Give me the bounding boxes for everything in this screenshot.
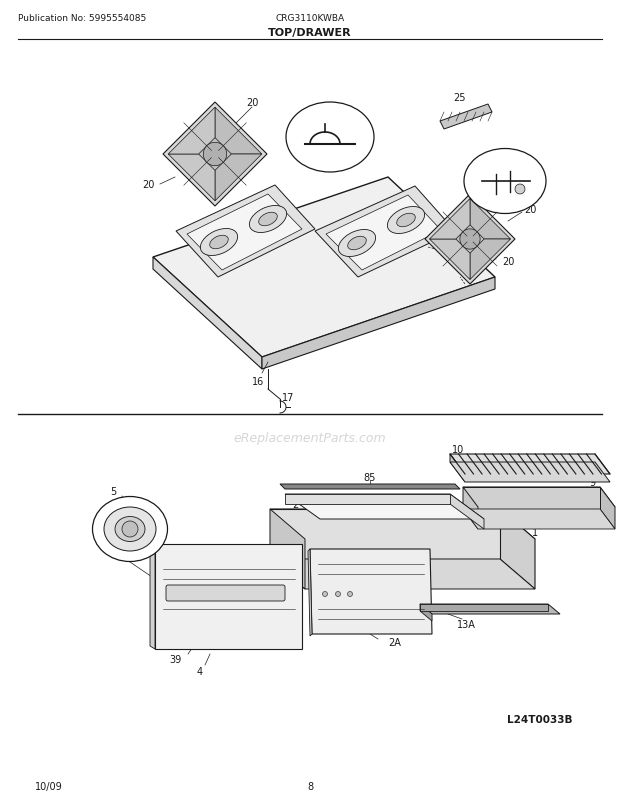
Polygon shape (463, 488, 615, 508)
Polygon shape (270, 559, 535, 589)
Ellipse shape (339, 230, 376, 257)
Polygon shape (500, 509, 535, 589)
Text: 17: 17 (282, 392, 294, 403)
Ellipse shape (464, 149, 546, 214)
Text: 20: 20 (246, 98, 258, 107)
Polygon shape (450, 220, 490, 260)
Text: 20: 20 (502, 257, 514, 267)
Text: 5: 5 (110, 486, 116, 496)
Polygon shape (425, 195, 515, 285)
Text: 25: 25 (454, 93, 466, 103)
Polygon shape (430, 240, 470, 280)
Polygon shape (450, 494, 484, 529)
Circle shape (122, 521, 138, 537)
Polygon shape (270, 509, 535, 539)
Text: 4: 4 (197, 666, 203, 676)
Text: 39: 39 (169, 654, 181, 664)
Text: 85: 85 (364, 472, 376, 482)
Polygon shape (308, 549, 312, 636)
Polygon shape (192, 132, 239, 178)
Ellipse shape (104, 508, 156, 551)
Polygon shape (450, 455, 465, 482)
Polygon shape (270, 509, 500, 559)
Polygon shape (280, 484, 460, 489)
Text: eReplacementParts.com: eReplacementParts.com (234, 431, 386, 444)
Ellipse shape (286, 103, 374, 172)
Text: 2A: 2A (389, 638, 401, 647)
Text: 16: 16 (252, 376, 264, 387)
Circle shape (347, 592, 353, 597)
Polygon shape (285, 494, 484, 520)
Ellipse shape (115, 516, 145, 542)
Polygon shape (163, 103, 267, 207)
Circle shape (515, 184, 525, 195)
Ellipse shape (200, 229, 237, 256)
Circle shape (460, 229, 480, 249)
Ellipse shape (249, 206, 286, 233)
Polygon shape (473, 492, 604, 504)
Polygon shape (600, 488, 615, 529)
Polygon shape (315, 187, 455, 277)
Polygon shape (420, 604, 548, 611)
Polygon shape (450, 463, 610, 482)
Polygon shape (176, 186, 315, 277)
Ellipse shape (348, 237, 366, 250)
Polygon shape (450, 455, 610, 475)
Text: 2: 2 (292, 500, 298, 509)
Polygon shape (430, 199, 470, 240)
Polygon shape (420, 604, 560, 614)
Ellipse shape (397, 214, 415, 228)
Polygon shape (215, 108, 262, 155)
Polygon shape (215, 155, 262, 201)
Text: 9: 9 (589, 477, 595, 488)
Polygon shape (150, 545, 155, 649)
FancyBboxPatch shape (166, 585, 285, 602)
Ellipse shape (92, 497, 167, 561)
Text: 20: 20 (142, 180, 154, 190)
Polygon shape (262, 277, 495, 370)
Circle shape (322, 592, 327, 597)
Text: 18: 18 (499, 152, 511, 162)
Text: CRG3110KWBA: CRG3110KWBA (275, 14, 345, 23)
Circle shape (335, 592, 340, 597)
Text: TOP/DRAWER: TOP/DRAWER (268, 28, 352, 38)
Text: 8: 8 (307, 781, 313, 791)
Polygon shape (463, 488, 600, 509)
Text: 20: 20 (524, 205, 536, 215)
Polygon shape (153, 178, 495, 358)
Polygon shape (440, 105, 492, 130)
Polygon shape (168, 108, 215, 155)
Text: 16A: 16A (321, 102, 339, 111)
Polygon shape (463, 509, 615, 529)
Polygon shape (463, 488, 478, 529)
Polygon shape (155, 545, 302, 649)
Circle shape (203, 143, 227, 167)
Text: 10: 10 (452, 444, 464, 455)
Text: 1: 1 (532, 528, 538, 537)
Polygon shape (153, 257, 262, 370)
Text: 10/09: 10/09 (35, 781, 63, 791)
Polygon shape (285, 512, 520, 537)
Polygon shape (168, 155, 215, 201)
Polygon shape (470, 199, 510, 240)
Polygon shape (420, 604, 432, 622)
Polygon shape (285, 494, 450, 504)
Polygon shape (187, 195, 302, 270)
Text: 13A: 13A (456, 619, 476, 630)
Ellipse shape (210, 236, 228, 249)
Polygon shape (270, 509, 305, 589)
Text: L24T0033B: L24T0033B (507, 714, 573, 724)
Ellipse shape (259, 213, 277, 226)
Polygon shape (470, 240, 510, 280)
Polygon shape (310, 549, 432, 634)
Text: Publication No: 5995554085: Publication No: 5995554085 (18, 14, 146, 23)
Ellipse shape (388, 207, 425, 234)
Polygon shape (326, 196, 441, 270)
